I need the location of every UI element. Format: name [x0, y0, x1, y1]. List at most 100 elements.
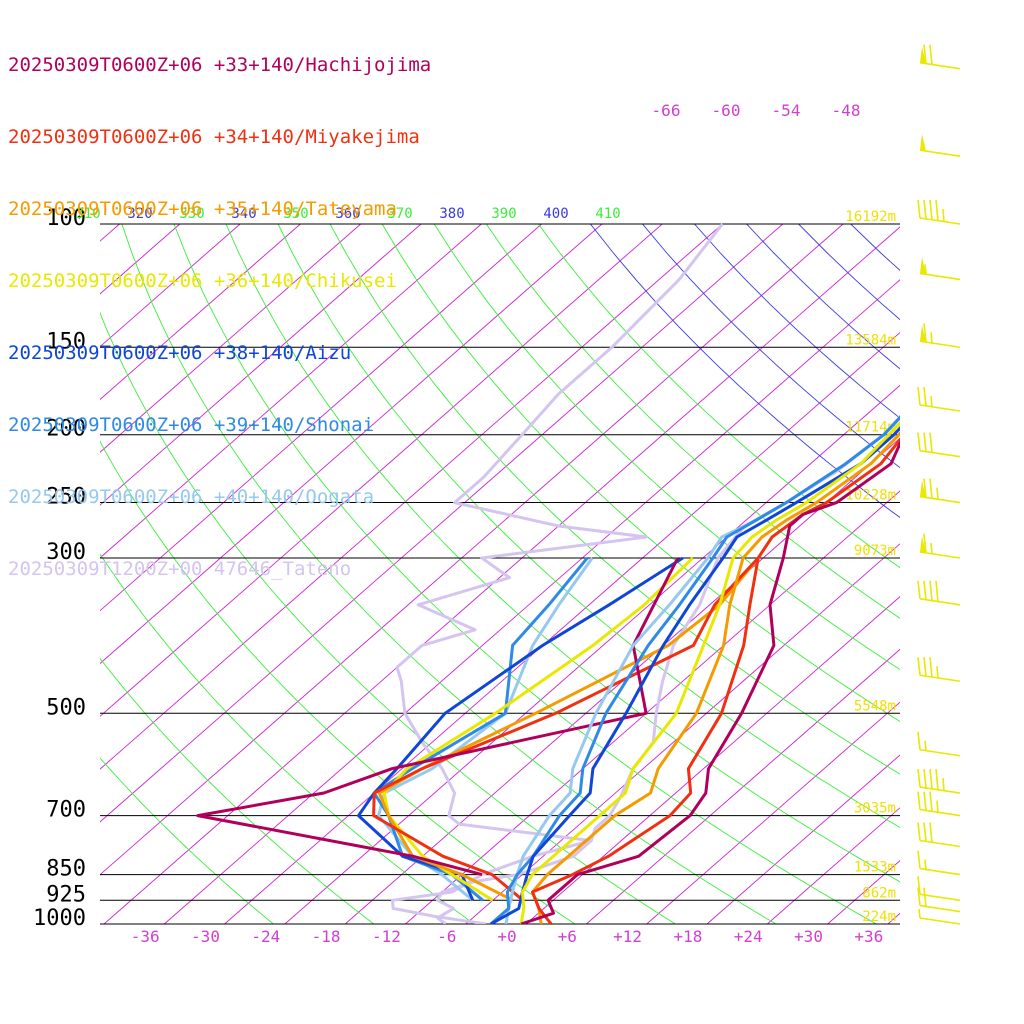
isentrope-label: 350 — [283, 206, 308, 222]
legend-entry-tateno: 20250309T1200Z+00 47646_Tateno — [8, 558, 352, 580]
wind-barb-feather — [923, 478, 927, 498]
wind-barb-staff — [919, 149, 961, 157]
wind-barb-feather — [929, 822, 933, 843]
isobars — [100, 223, 900, 925]
isotherm-line — [224, 331, 900, 924]
wind-barb-half — [942, 208, 945, 223]
isentrope-label: 360 — [335, 206, 360, 222]
wind-barb-staff — [919, 404, 961, 412]
wind-barbs — [917, 44, 961, 925]
isentrope-label: 330 — [179, 206, 204, 222]
height-label: 9073m — [854, 543, 896, 559]
temperature-tick-label: +18 — [673, 927, 702, 946]
temperature-line — [519, 420, 900, 924]
wind-barb-feather — [923, 580, 927, 600]
wind-barb-staff — [919, 449, 961, 458]
wind-barb-feather — [917, 850, 921, 869]
legend-entry-miyakejima: 20250309T0600Z+06 +34+140/Miyakejima — [8, 126, 420, 148]
dewpoint-line — [372, 556, 760, 902]
pressure-tick-label: 200 — [46, 417, 86, 442]
wind-barb-feather — [923, 533, 927, 554]
isotherm-line — [100, 224, 663, 717]
temperature-tick-label: -36 — [131, 927, 160, 946]
wind-barb-staff — [919, 839, 961, 848]
wind-barb-feather — [923, 791, 927, 811]
pressure-tick-label: 1000 — [33, 906, 86, 931]
wind-barb-half — [924, 264, 927, 275]
legend-entry-chikusei: 20250309T0600Z+06 +36+140/Chikusei — [8, 270, 397, 292]
wind-barb — [919, 44, 961, 70]
isentrope-label: 340 — [231, 206, 256, 222]
wind-barb — [917, 657, 961, 683]
temperature-tick-labels: -36 -30 -24 -18 -12 -6 +0 +6 +12 +18 +24 +30 +36 -66 -… — [131, 101, 884, 946]
upper-temperature-label: -48 — [832, 101, 861, 120]
isentrope-label: 410 — [595, 206, 620, 222]
wind-barb — [917, 432, 961, 458]
wind-barb-staff — [919, 748, 961, 757]
wind-barb-feather — [929, 44, 933, 65]
dry-adiabat-line — [955, 224, 1024, 924]
isentrope-label: 310 — [75, 206, 100, 222]
wind-barb — [917, 580, 961, 606]
wind-barb-half — [918, 908, 921, 919]
pressure-tick-label: 100 — [46, 206, 86, 231]
wind-barb — [919, 257, 961, 281]
wind-barb-feather — [917, 199, 921, 219]
wind-barb-half — [924, 740, 927, 751]
wind-barb-feather — [929, 199, 933, 221]
isotherm-line — [827, 860, 900, 924]
isotherm-line — [100, 224, 844, 876]
temperature-tick-label: +36 — [854, 927, 883, 946]
wind-barb-feather — [917, 876, 921, 895]
wind-barb-feather — [923, 657, 927, 677]
temperature-tick-label: +0 — [497, 927, 516, 946]
temperature-line — [531, 431, 900, 924]
wind-barb-flag — [920, 480, 926, 498]
wind-barb-half — [930, 332, 933, 344]
wind-barb-feather — [923, 44, 927, 64]
wind-barb-staff — [919, 786, 961, 794]
wind-barb-staff — [919, 551, 961, 559]
wind-barb-half — [942, 777, 945, 792]
temperature-line — [531, 437, 900, 924]
wind-barb-flag — [920, 325, 926, 343]
pressure-tick-label: 250 — [46, 485, 86, 510]
temperature-tick-label: +6 — [558, 927, 577, 946]
wind-barb-feather — [917, 432, 921, 451]
pressure-tick-label: 150 — [46, 329, 86, 354]
isotherm-line — [100, 224, 422, 506]
dry-adiabat-line — [903, 224, 1024, 924]
height-labels: 16192m 13584m 11714m 10228m 9073m 5548m 3035m 1… — [845, 209, 896, 925]
isotherm-line — [405, 490, 900, 924]
wind-barb-feather — [917, 791, 921, 810]
pressure-tick-label: 925 — [46, 882, 86, 907]
height-label: 862m — [862, 885, 896, 901]
isotherm-line — [465, 543, 900, 924]
isotherm-line — [100, 224, 723, 770]
height-label: 3035m — [854, 801, 896, 817]
isotherm-line — [100, 224, 241, 348]
legend-entry-shonai: 20250309T0600Z+06 +39+140/Shonai — [8, 414, 375, 436]
wind-barb-feather — [923, 323, 927, 343]
isentrope-label: 320 — [127, 206, 152, 222]
wind-barb-staff — [919, 674, 961, 683]
wind-barb-half — [936, 800, 939, 813]
isotherm-line — [100, 224, 542, 612]
isentrope-label: 400 — [543, 206, 568, 222]
wind-barb-feather — [917, 768, 921, 788]
legend: 20250309T0600Z+06 +33+140/Hachijojima 20… — [8, 5, 431, 605]
wind-barb-feather — [923, 432, 927, 452]
wind-barb-feather — [929, 432, 933, 453]
wind-barb — [917, 199, 961, 225]
wind-barb-feather — [923, 887, 927, 907]
isotherm-line — [100, 224, 784, 823]
wind-barb-staff — [919, 598, 961, 606]
isentrope-labels: 310 320 330 340 350 360 370 380 390 400 410 — [75, 206, 620, 222]
wind-barb-flag — [920, 257, 926, 275]
temperature-tick-label: -30 — [191, 927, 220, 946]
pressure-tick-label: 700 — [46, 798, 86, 823]
wind-barb-feather — [917, 580, 921, 599]
isotherm-line — [887, 912, 900, 924]
wind-barb-half — [930, 542, 933, 555]
